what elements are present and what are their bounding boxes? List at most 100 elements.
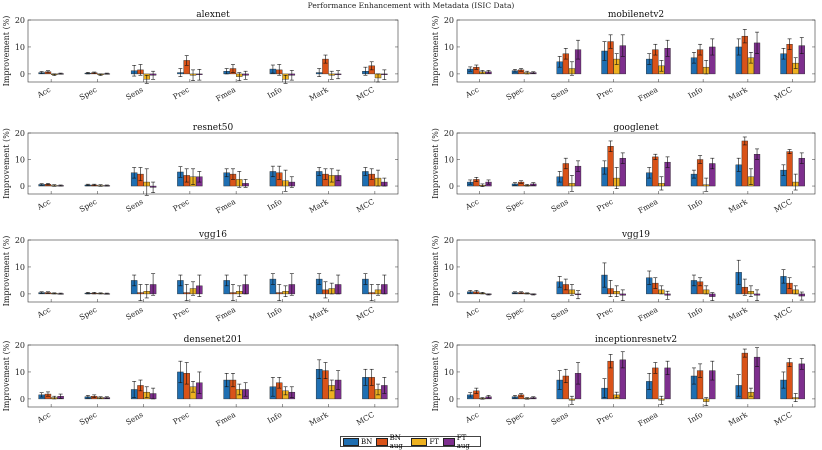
legend-item-ft-aug: FT aug — [442, 433, 474, 450]
x-tick-label: Mark — [308, 197, 330, 215]
bar-bn-aug — [741, 352, 748, 400]
x-tick-label: Prec — [595, 410, 614, 426]
axes-frame — [456, 132, 816, 195]
x-tick-label: Fmea — [214, 410, 237, 429]
y-tick-label: 0 — [20, 395, 25, 404]
x-tick-label: MCC — [355, 197, 376, 215]
chart-title: googlenet — [613, 123, 659, 133]
x-tick-label: Spec — [505, 85, 526, 102]
legend-swatch-bn — [343, 437, 359, 446]
x-tick-label: Mark — [727, 85, 749, 103]
chart-panel-googlenet: googlenet 0 10 20 Improvement (%) Acc Spec Sens… — [431, 123, 816, 215]
x-tick-label: Sens — [550, 305, 570, 322]
y-tick-label: 10 — [15, 368, 25, 377]
chart-panel-densenet201: densenet201 0 10 20 Improvement (%) Acc Spec Se… — [2, 335, 399, 429]
chart-title: mobilenetv2 — [608, 10, 664, 20]
y-axis-label: Improvement (%) — [431, 128, 440, 199]
chart-panel-mobilenetv2: mobilenetv2 0 10 20 Improvement (%) Acc Spec Se… — [431, 10, 816, 104]
y-tick-label: 10 — [444, 43, 454, 52]
x-tick-label: Fmea — [214, 305, 237, 324]
x-tick-label: Prec — [171, 197, 190, 213]
legend-swatch-ft-aug — [442, 437, 455, 446]
x-tick-label: Spec — [78, 85, 99, 102]
y-tick-label: 20 — [15, 341, 25, 350]
x-tick-label: Spec — [78, 410, 99, 427]
x-tick-label: Info — [266, 410, 284, 426]
bar-bn-aug — [786, 362, 793, 400]
x-tick-label: Fmea — [636, 85, 659, 104]
axes-frame — [27, 239, 399, 303]
axes-frame — [456, 239, 816, 303]
y-tick-label: 0 — [449, 395, 454, 404]
axes-frame — [27, 19, 399, 83]
x-tick-label: Acc — [463, 305, 480, 320]
x-tick-label: Info — [266, 305, 284, 321]
legend-item-bn-aug: BN aug — [376, 434, 407, 450]
x-tick-label: Acc — [35, 85, 52, 100]
x-tick-label: Sens — [124, 197, 144, 214]
x-tick-label: Fmea — [636, 305, 659, 324]
x-tick-label: Acc — [463, 197, 480, 212]
y-axis-label: Improvement (%) — [431, 341, 440, 412]
chart-panel-inceptionresnetv2: inceptionresnetv2 0 10 20 Improvement (%) Acc… — [431, 335, 816, 429]
y-axis-label: Improvement (%) — [2, 341, 11, 412]
y-tick-label: 10 — [15, 263, 25, 272]
y-tick-label: 0 — [20, 290, 25, 299]
y-tick-label: 0 — [449, 182, 454, 191]
axes-frame — [456, 344, 816, 408]
x-tick-label: Info — [687, 305, 705, 321]
x-tick-label: Info — [266, 197, 284, 213]
x-tick-label: Fmea — [214, 197, 237, 216]
y-tick-label: 20 — [15, 129, 25, 138]
x-tick-label: Spec — [78, 305, 99, 322]
y-axis-label: Improvement (%) — [2, 128, 11, 199]
x-tick-label: Info — [687, 85, 705, 101]
x-tick-label: Prec — [171, 305, 190, 321]
x-tick-label: Acc — [463, 85, 480, 100]
x-tick-label: Spec — [78, 197, 99, 214]
chart-panel-resnet50: resnet50 0 10 20 Improvement (%) Acc Spec Sens P… — [2, 123, 399, 216]
chart-panel-vgg16: vgg16 0 10 20 Improvement (%) Acc Spec Sens Prec… — [2, 230, 399, 324]
x-tick-label: Spec — [505, 305, 526, 322]
bar-bn-aug — [786, 151, 793, 187]
x-tick-label: Spec — [505, 410, 526, 427]
chart-title: resnet50 — [193, 123, 234, 133]
x-tick-label: Acc — [35, 305, 52, 320]
x-tick-label: Acc — [463, 410, 480, 425]
x-tick-label: MCC — [773, 305, 794, 323]
x-tick-label: Sens — [550, 410, 570, 427]
x-tick-label: MCC — [773, 410, 794, 428]
y-tick-label: 10 — [444, 156, 454, 165]
y-tick-label: 20 — [444, 236, 454, 245]
x-tick-label: Mark — [727, 305, 749, 323]
chart-panel-alexnet: alexnet 0 10 20 Improvement (%) Acc Spec Sens Pr… — [2, 10, 399, 104]
axes-frame — [27, 344, 399, 408]
legend-label-ft-aug: FT aug — [456, 433, 470, 450]
legend-label-bn: BN — [361, 437, 373, 446]
chart-title: vgg16 — [198, 230, 227, 240]
chart-title: vgg19 — [621, 230, 650, 240]
chart-title: alexnet — [196, 10, 230, 20]
y-axis-label: Improvement (%) — [431, 236, 440, 307]
y-tick-label: 20 — [15, 236, 25, 245]
y-axis-label: Improvement (%) — [2, 16, 11, 87]
x-tick-label: Fmea — [636, 410, 659, 429]
x-tick-label: Prec — [171, 85, 190, 101]
x-tick-label: Mark — [308, 85, 330, 103]
chart-panel-vgg19: vgg19 0 10 20 Improvement (%) Acc Spec Sens Prec… — [431, 230, 816, 324]
legend-label-ft: FT — [429, 437, 439, 446]
axes-frame — [27, 132, 399, 195]
x-tick-label: Sens — [550, 85, 570, 102]
x-tick-label: Sens — [124, 410, 144, 427]
x-tick-label: Mark — [727, 410, 749, 428]
x-tick-label: Mark — [308, 410, 330, 428]
y-axis-label: Improvement (%) — [2, 236, 11, 307]
x-tick-label: Acc — [35, 197, 52, 212]
x-tick-label: Fmea — [214, 85, 237, 104]
y-tick-label: 20 — [15, 16, 25, 25]
y-tick-label: 0 — [449, 70, 454, 79]
x-tick-label: Spec — [505, 197, 526, 214]
y-tick-label: 0 — [20, 70, 25, 79]
x-tick-label: MCC — [355, 85, 376, 103]
